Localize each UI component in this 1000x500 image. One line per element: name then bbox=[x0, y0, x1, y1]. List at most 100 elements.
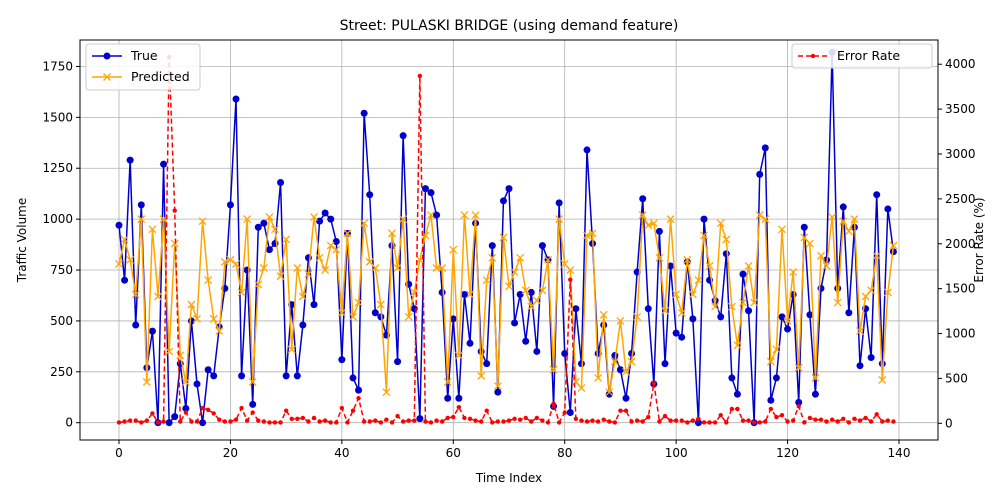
data-point-true bbox=[639, 195, 647, 203]
data-point-predicted bbox=[187, 300, 196, 309]
data-point-true bbox=[371, 309, 379, 317]
data-point-error-rate bbox=[824, 419, 829, 424]
data-point-predicted bbox=[610, 357, 619, 366]
data-point-predicted bbox=[688, 290, 697, 299]
legend-error-marker bbox=[810, 53, 816, 59]
data-point-error-rate bbox=[345, 420, 350, 425]
data-point-true bbox=[806, 311, 814, 319]
legend-right-box bbox=[791, 43, 933, 69]
data-point-predicted bbox=[393, 264, 402, 272]
data-point-error-rate bbox=[328, 420, 333, 425]
data-point-true bbox=[416, 415, 424, 423]
y-tick-label: 1250 bbox=[42, 161, 73, 175]
data-point-predicted bbox=[566, 266, 575, 274]
data-point-predicted bbox=[499, 233, 508, 242]
data-point-true bbox=[655, 227, 663, 235]
data-point-true bbox=[778, 313, 786, 321]
data-point-true bbox=[767, 396, 775, 404]
data-point-predicted bbox=[271, 225, 279, 234]
data-point-true bbox=[199, 419, 207, 427]
data-point-predicted bbox=[209, 314, 218, 323]
data-point-true bbox=[399, 132, 407, 140]
data-point-true bbox=[260, 219, 268, 227]
y2-tick-label: 3000 bbox=[945, 147, 976, 161]
data-point-predicted bbox=[204, 276, 213, 285]
data-point-predicted bbox=[170, 239, 179, 248]
data-point-error-rate bbox=[568, 277, 573, 282]
data-point-predicted bbox=[265, 213, 274, 222]
y2-axis-title: Error Rate (%) bbox=[972, 197, 986, 282]
data-point-error-rate bbox=[361, 419, 367, 424]
data-point-true bbox=[745, 307, 753, 315]
data-point-true bbox=[433, 211, 441, 219]
data-point-error-rate bbox=[495, 419, 501, 424]
data-point-true bbox=[527, 288, 535, 296]
data-point-true bbox=[232, 95, 240, 103]
data-point-true bbox=[728, 374, 736, 382]
data-point-error-rate bbox=[634, 418, 640, 423]
data-point-error-rate bbox=[807, 415, 813, 421]
y2-tick-label: 1500 bbox=[945, 282, 976, 296]
y-tick-label: 750 bbox=[50, 263, 73, 277]
legend-right: Error Rate bbox=[791, 43, 933, 69]
data-point-error-rate bbox=[562, 410, 567, 415]
data-point-error-rate bbox=[373, 418, 378, 423]
data-point-predicted bbox=[215, 327, 224, 336]
data-point-predicted bbox=[794, 363, 803, 372]
y2-tick-label: 500 bbox=[945, 371, 968, 385]
data-point-error-rate bbox=[573, 416, 579, 422]
data-point-predicted bbox=[800, 233, 809, 242]
data-point-error-rate bbox=[434, 418, 439, 423]
x-tick-label: 140 bbox=[888, 446, 911, 460]
data-point-predicted bbox=[298, 292, 307, 301]
data-point-true bbox=[126, 156, 134, 164]
data-point-true bbox=[561, 349, 569, 357]
x-tick-label: 40 bbox=[334, 446, 349, 460]
data-point-predicted bbox=[488, 253, 497, 262]
data-point-predicted bbox=[700, 231, 708, 240]
data-point-true bbox=[316, 217, 324, 225]
data-point-predicted bbox=[833, 298, 842, 307]
data-point-error-rate bbox=[751, 420, 757, 425]
data-point-true bbox=[249, 400, 257, 408]
data-point-predicted bbox=[354, 298, 363, 307]
data-point-predicted bbox=[521, 286, 530, 295]
data-point-true bbox=[761, 144, 769, 152]
data-point-error-rate bbox=[189, 419, 194, 424]
data-point-predicted bbox=[259, 264, 268, 272]
data-point-true bbox=[171, 413, 179, 421]
data-point-true bbox=[784, 325, 792, 333]
data-point-error-rate bbox=[389, 420, 395, 425]
data-point-error-rate bbox=[885, 418, 891, 423]
data-point-true bbox=[622, 394, 630, 402]
data-point-predicted bbox=[872, 251, 881, 260]
data-point-error-rate bbox=[651, 380, 657, 386]
data-point-true bbox=[845, 309, 853, 317]
data-point-error-rate bbox=[746, 418, 751, 423]
data-point-predicted bbox=[360, 219, 369, 228]
data-point-predicted bbox=[505, 282, 513, 291]
data-point-predicted bbox=[382, 388, 391, 397]
data-point-error-rate bbox=[467, 416, 473, 422]
data-point-predicted bbox=[666, 215, 675, 224]
data-point-error-rate bbox=[646, 414, 651, 420]
data-point-error-rate bbox=[322, 418, 328, 423]
data-point-predicted bbox=[154, 292, 162, 301]
data-point-error-rate bbox=[813, 417, 818, 422]
data-point-true bbox=[360, 109, 368, 117]
data-point-predicted bbox=[532, 296, 541, 305]
data-point-error-rate bbox=[629, 419, 634, 424]
y-axis-right: 0 500 1000 1500 2000 2500 3000 3500 4000 bbox=[938, 57, 976, 430]
x-axis: 0 20 40 60 80 100 120 140 bbox=[115, 440, 910, 460]
data-point-predicted bbox=[443, 378, 452, 386]
data-point-true bbox=[187, 317, 195, 325]
data-point-error-rate bbox=[785, 419, 790, 424]
data-point-error-rate bbox=[740, 418, 746, 423]
data-point-predicted bbox=[198, 217, 207, 226]
data-point-true bbox=[689, 315, 697, 323]
data-point-error-rate bbox=[384, 417, 389, 422]
data-point-predicted bbox=[839, 217, 848, 226]
data-point-error-rate bbox=[818, 417, 824, 422]
data-point-error-rate bbox=[868, 419, 874, 424]
legend-true-marker bbox=[103, 52, 111, 60]
